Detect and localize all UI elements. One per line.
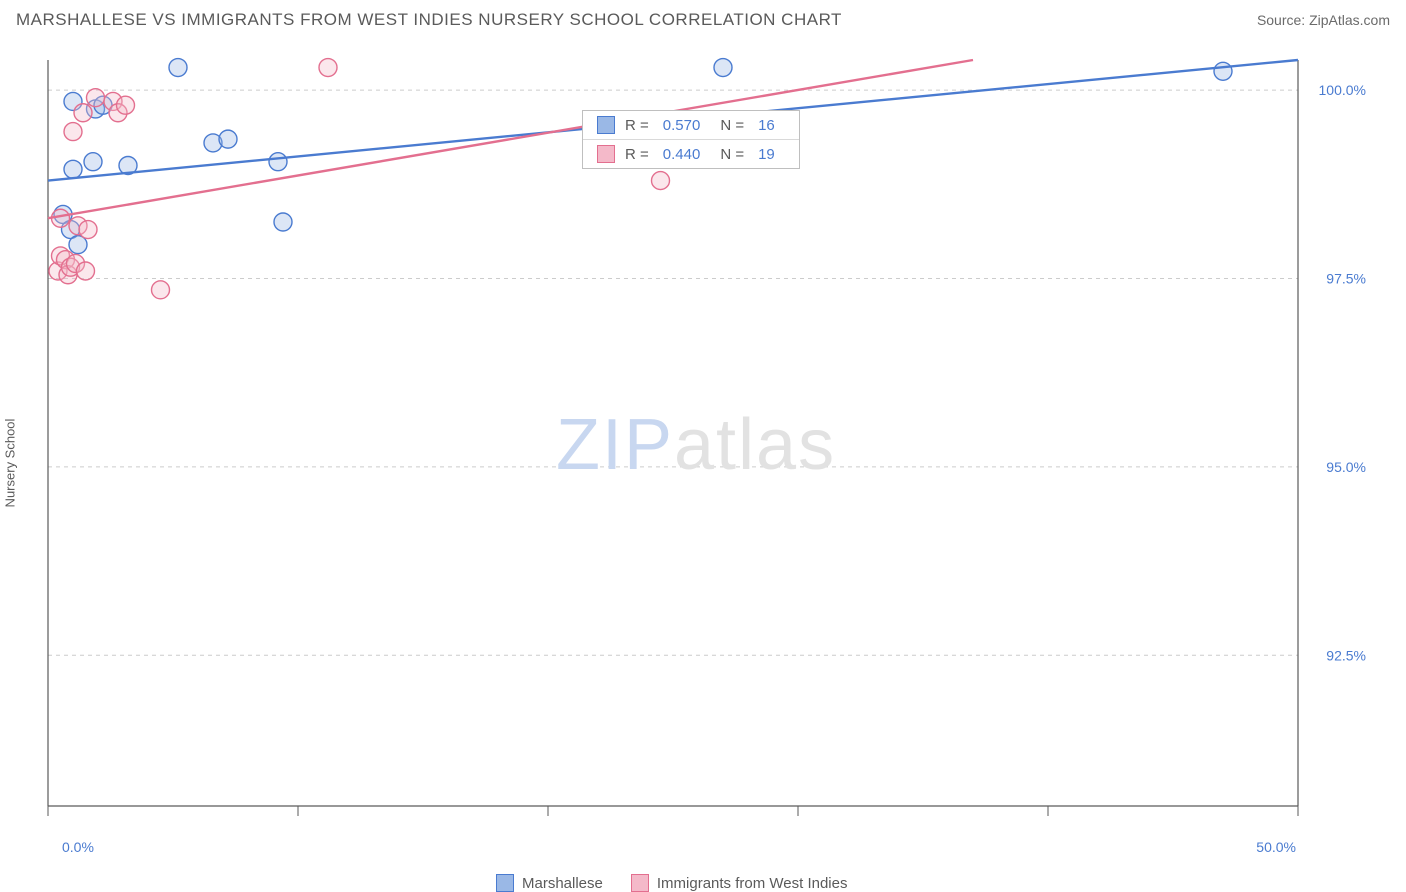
data-point [117, 96, 135, 114]
correlation-info-box: R = 0.570 N = 16 R = 0.440 N = 19 [582, 110, 800, 169]
y-axis-label: Nursery School [3, 419, 18, 508]
chart-container: Nursery School 92.5%95.0%97.5%100.0%0.0%… [16, 48, 1390, 878]
r-value: 0.440 [663, 146, 701, 163]
x-tick-label: 50.0% [1256, 839, 1296, 855]
correlation-scatter-chart: 92.5% 95.0% 97.5% 100.0% 0.0% 50.0% [16, 48, 1390, 878]
data-point [169, 59, 187, 77]
n-label: N = [720, 146, 744, 163]
legend-swatch [597, 116, 615, 134]
data-point [74, 104, 92, 122]
legend-swatch [631, 874, 649, 892]
legend-label: Marshallese [522, 875, 603, 892]
r-value: 0.570 [663, 117, 701, 134]
data-point [79, 221, 97, 239]
data-point [64, 123, 82, 141]
source-attribution: Source: ZipAtlas.com [1257, 12, 1390, 28]
y-tick-label: 100.0% [1319, 82, 1366, 98]
data-point [152, 281, 170, 299]
data-point [64, 160, 82, 178]
data-point [87, 89, 105, 107]
source-value: ZipAtlas.com [1309, 12, 1390, 28]
x-tick-label: 0.0% [62, 839, 94, 855]
legend-swatch [597, 145, 615, 163]
source-label: Source: [1257, 12, 1309, 28]
data-point [714, 59, 732, 77]
trend-line [48, 60, 973, 218]
n-label: N = [720, 117, 744, 134]
data-point [319, 59, 337, 77]
y-tick-label: 92.5% [1326, 647, 1366, 663]
info-row: R = 0.570 N = 16 [583, 111, 799, 140]
data-point [652, 172, 670, 190]
data-point [219, 130, 237, 148]
info-row: R = 0.440 N = 19 [583, 140, 799, 168]
y-tick-label: 97.5% [1326, 271, 1366, 287]
data-point [274, 213, 292, 231]
legend-item: Marshallese [496, 874, 603, 892]
page-title: MARSHALLESE VS IMMIGRANTS FROM WEST INDI… [16, 10, 842, 30]
data-point [1214, 62, 1232, 80]
r-label: R = [625, 146, 649, 163]
data-point [84, 153, 102, 171]
legend-swatch [496, 874, 514, 892]
y-tick-label: 95.0% [1326, 459, 1366, 475]
data-point [269, 153, 287, 171]
data-point [77, 262, 95, 280]
header: MARSHALLESE VS IMMIGRANTS FROM WEST INDI… [0, 0, 1406, 44]
series-legend: Marshallese Immigrants from West Indies [496, 874, 847, 892]
n-value: 19 [758, 146, 775, 163]
legend-label: Immigrants from West Indies [657, 875, 848, 892]
n-value: 16 [758, 117, 775, 134]
legend-item: Immigrants from West Indies [631, 874, 848, 892]
r-label: R = [625, 117, 649, 134]
